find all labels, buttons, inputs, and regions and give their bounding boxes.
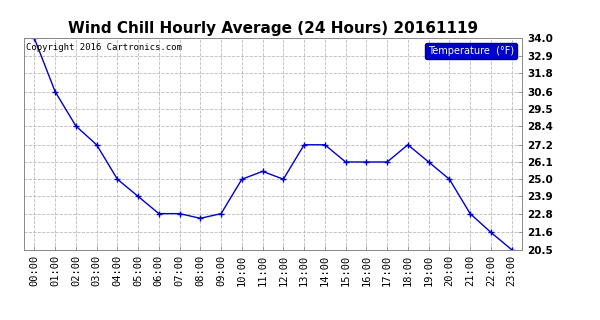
Legend: Temperature  (°F): Temperature (°F) (425, 43, 517, 59)
Text: Copyright 2016 Cartronics.com: Copyright 2016 Cartronics.com (26, 43, 182, 52)
Title: Wind Chill Hourly Average (24 Hours) 20161119: Wind Chill Hourly Average (24 Hours) 201… (68, 21, 478, 36)
